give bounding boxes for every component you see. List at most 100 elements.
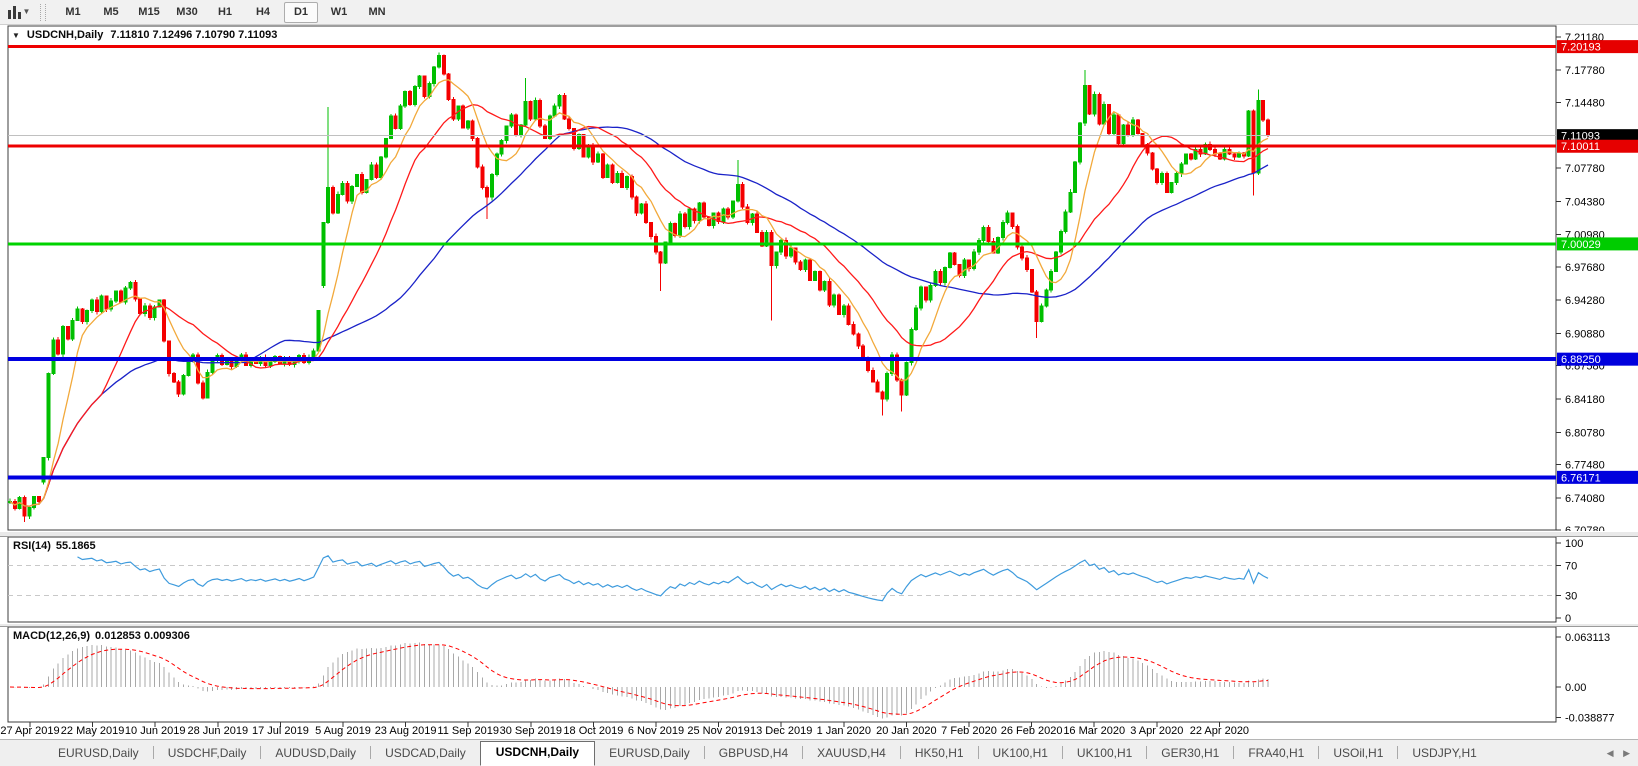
candle-body (1078, 122, 1083, 163)
date-tick-label[interactable]: 16 Mar 2020 (1063, 725, 1125, 737)
chart-tab-usdcnh-daily[interactable]: USDCNH,Daily (479, 741, 596, 766)
chart-tab-audusd-daily[interactable]: AUDUSD,Daily (275, 746, 357, 760)
candle-body (114, 290, 119, 302)
candle-body (133, 281, 138, 300)
chart-type-button[interactable]: ▼ (2, 2, 36, 23)
candle-body (1179, 163, 1184, 175)
date-tick-label[interactable]: 10 Jun 2019 (125, 725, 186, 737)
date-tick-label[interactable]: 6 Nov 2019 (628, 725, 684, 737)
date-tick-label[interactable]: 13 Dec 2019 (750, 725, 812, 737)
date-tick-label[interactable]: 17 Jul 2019 (252, 725, 309, 737)
price-tick-label: 6.77480 (1565, 460, 1605, 472)
candle-body (803, 259, 808, 271)
candle-body (1087, 85, 1092, 115)
chart-tab-eurusd-daily[interactable]: EURUSD,Daily (609, 746, 690, 760)
timeframe-button-d1[interactable]: D1 (284, 1, 318, 23)
candle-body (557, 94, 562, 107)
candle-body (422, 75, 427, 97)
candle-body (393, 115, 398, 130)
timeframe-button-h4[interactable]: H4 (255, 5, 271, 18)
candle-body (1155, 168, 1160, 184)
date-tick-label[interactable]: 3 Apr 2020 (1130, 725, 1183, 737)
candle-body (591, 144, 596, 163)
candle-body (861, 345, 866, 359)
candle-body (533, 99, 538, 120)
panel-splitter[interactable] (0, 623, 1638, 627)
candle-body (1000, 222, 1005, 238)
candle-body (494, 153, 499, 176)
timeframe-button-h1[interactable]: H1 (217, 5, 233, 18)
chart-tab-usdcad-daily[interactable]: USDCAD,Daily (385, 746, 466, 760)
rsi-indicator-label: RSI(14) 55.1865 (13, 540, 101, 552)
date-tick-label[interactable]: 25 Nov 2019 (687, 725, 749, 737)
candle-body (644, 203, 649, 224)
scroll-right-icon[interactable]: ▶ (1623, 748, 1630, 758)
date-tick-label[interactable]: 27 Apr 2019 (0, 725, 59, 737)
chart-tab-gbpusd-h4[interactable]: GBPUSD,H4 (718, 746, 789, 760)
candle-body (359, 174, 364, 193)
date-tick-label[interactable]: 26 Feb 2020 (1001, 725, 1063, 737)
timeframe-button-m1[interactable]: M1 (65, 5, 81, 18)
chart-tab-fra40-h1[interactable]: FRA40,H1 (1248, 746, 1305, 760)
candle-body (682, 213, 687, 228)
date-tick-label[interactable]: 11 Sep 2019 (437, 725, 499, 737)
price-badge (1557, 352, 1638, 366)
date-tick-label[interactable]: 22 Apr 2020 (1190, 725, 1249, 737)
collapse-icon[interactable]: ▼ (12, 30, 20, 40)
panel-splitter[interactable] (0, 531, 1638, 537)
chart-tab-uk100-h1[interactable]: UK100,H1 (1076, 746, 1133, 760)
candle-body (1010, 212, 1015, 228)
date-tick-label[interactable]: 5 Aug 2019 (315, 725, 371, 737)
candle-body (326, 186, 331, 224)
date-tick-label[interactable]: 7 Feb 2020 (941, 725, 997, 737)
candle-body (1261, 99, 1266, 121)
candle-body (624, 176, 629, 188)
candle-body (1159, 173, 1164, 184)
date-tick-label[interactable]: 30 Sep 2019 (500, 725, 562, 737)
candle-body (186, 360, 191, 376)
moving-average-50 (9, 126, 1269, 507)
candle-body (1044, 289, 1049, 307)
candle-body (740, 184, 745, 208)
timeframe-button-m30[interactable]: M30 (176, 5, 198, 18)
candle-body (755, 213, 760, 233)
timeframe-button-mn[interactable]: MN (368, 5, 386, 18)
tab-separator (1397, 746, 1399, 759)
date-tick-label[interactable]: 22 May 2019 (61, 725, 125, 737)
candle-body (851, 323, 856, 335)
candle-body (576, 134, 581, 149)
chart-tab-eurusd-daily[interactable]: EURUSD,Daily (58, 746, 139, 760)
candle-body (918, 286, 923, 309)
candle-body (726, 208, 731, 218)
candle-body (85, 310, 90, 322)
scroll-left-icon[interactable]: ◀ (1606, 748, 1614, 758)
timeframe-button-m15[interactable]: M15 (138, 5, 160, 18)
candle-body (875, 381, 880, 393)
timeframe-button-m5[interactable]: M5 (103, 5, 119, 18)
toolbar-grip[interactable] (40, 3, 46, 21)
candle-body (812, 271, 817, 281)
chart-tab-usoil-h1[interactable]: USOil,H1 (1333, 746, 1384, 760)
candle-body (1126, 124, 1131, 136)
date-tick-label[interactable]: 18 Oct 2019 (563, 725, 623, 737)
candle-body (938, 271, 943, 283)
candle-body (687, 208, 692, 228)
candle-body (408, 91, 413, 105)
candle-body (1116, 114, 1121, 144)
candle-body (846, 305, 851, 325)
chart-tabbar: EURUSD,Daily USDCHF,Daily AUDUSD,Daily USDC… (0, 739, 1638, 766)
chart-tab-hk50-h1[interactable]: HK50,H1 (914, 746, 964, 760)
date-tick-label[interactable]: 20 Jan 2020 (876, 725, 937, 737)
candle-body (1222, 148, 1227, 160)
chart-tab-usdjpy-h1[interactable]: USDJPY,H1 (1412, 746, 1477, 760)
chart-tab-usdchf-daily[interactable]: USDCHF,Daily (167, 746, 247, 760)
chart-tab-uk100-h1[interactable]: UK100,H1 (992, 746, 1048, 760)
chart-tab-xauusd-h4[interactable]: XAUUSD,H4 (817, 746, 886, 760)
date-tick-label[interactable]: 23 Aug 2019 (375, 725, 437, 737)
candle-body (808, 259, 813, 281)
date-tick-label[interactable]: 1 Jan 2020 (817, 725, 871, 737)
chart-tab-ger30-h1[interactable]: GER30,H1 (1161, 746, 1220, 760)
timeframe-button-w1[interactable]: W1 (330, 5, 348, 18)
date-tick-label[interactable]: 28 Jun 2019 (188, 725, 249, 737)
